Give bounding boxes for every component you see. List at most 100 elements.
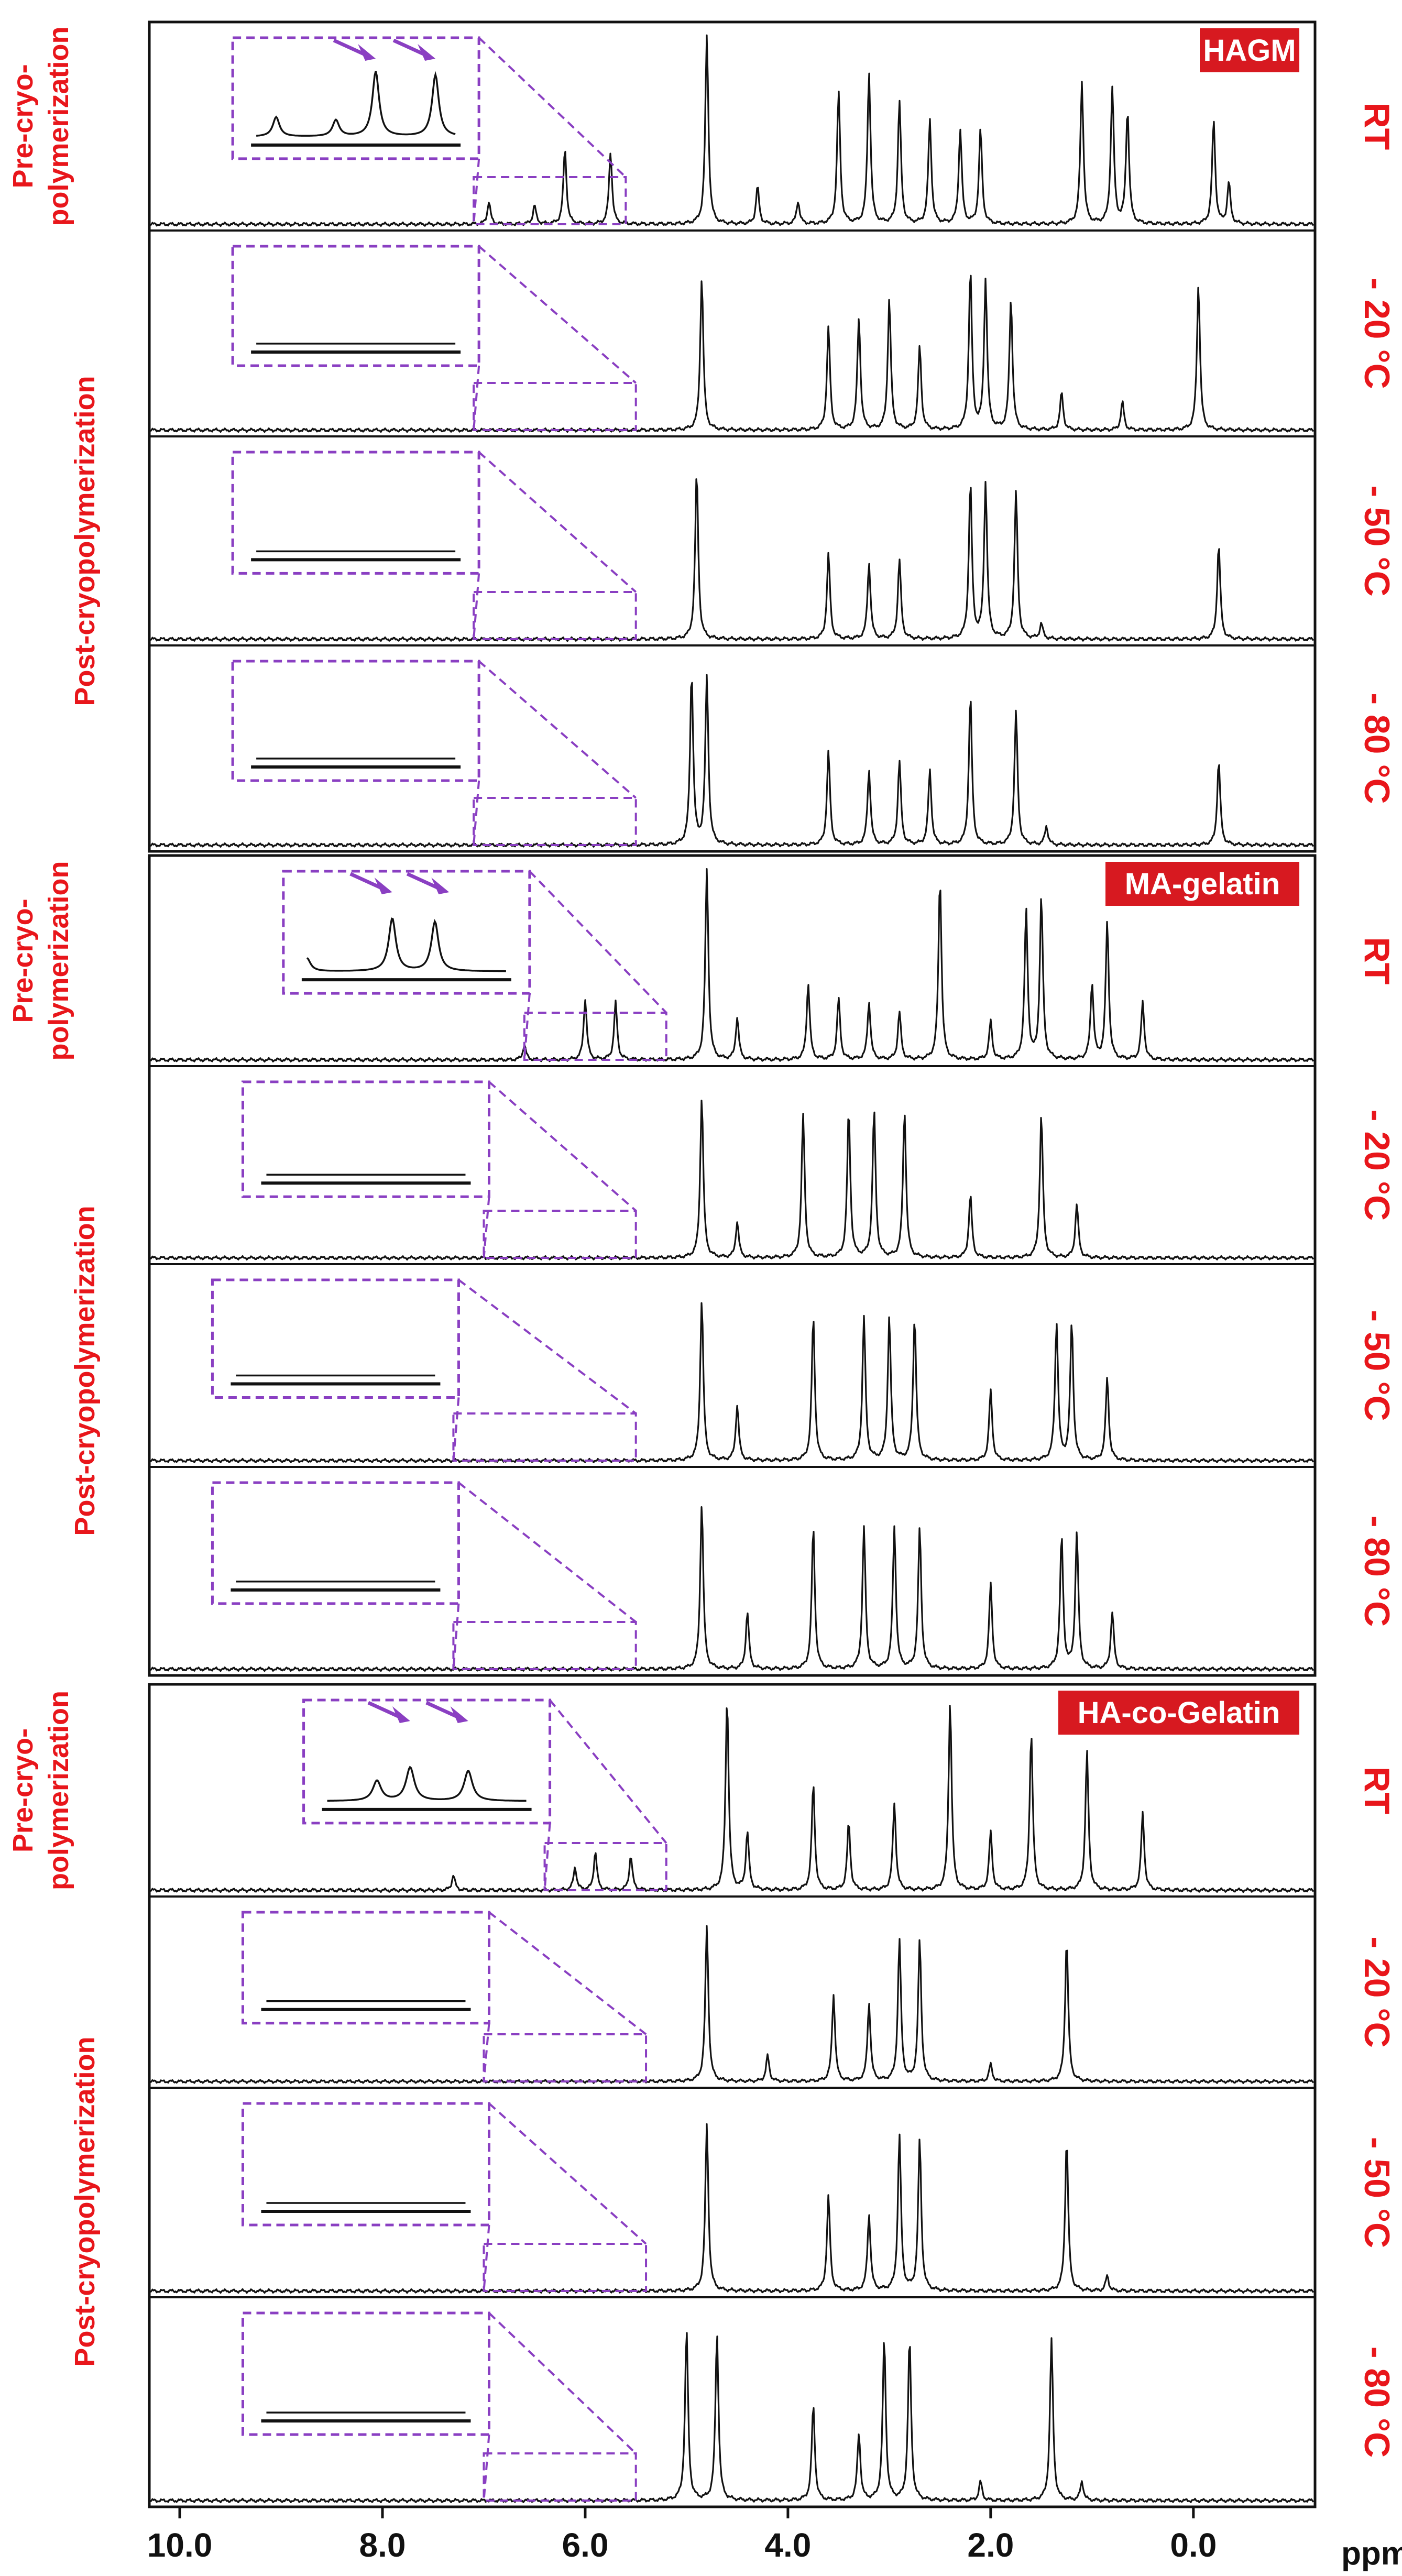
pre-label-line: Pre-cryo-: [7, 64, 39, 188]
zoom-region-box: [483, 1210, 637, 1259]
zoom-connector: [523, 993, 531, 1060]
sample-badge-bg: [1200, 28, 1299, 72]
temperature-label: RT: [1357, 1767, 1397, 1814]
peak-arrow-head: [358, 44, 376, 61]
zoom-region-box: [452, 1412, 637, 1462]
inset-trace: [327, 1766, 527, 1802]
post-cryopolymerization-label: Post-cryopolymerization: [69, 376, 101, 706]
zoom-region-box: [452, 1621, 637, 1670]
inset-box: [241, 2311, 490, 2436]
peak-arrow-head: [431, 878, 450, 894]
x-tick-label: 10.0: [147, 2526, 213, 2564]
zoom-connector: [478, 451, 637, 593]
zoom-connector: [483, 1197, 490, 1258]
zoom-connector: [483, 2224, 490, 2292]
peak-arrow-head: [374, 878, 392, 894]
pre-label-line: polymerization: [43, 26, 74, 226]
peak-arrow-head: [450, 1706, 468, 1723]
temperature-label: - 50 °C: [1357, 485, 1397, 596]
pre-label-line: polymerization: [43, 861, 74, 1060]
inset-trace: [256, 71, 456, 137]
zoom-connector: [488, 2102, 647, 2245]
spectrum-trace: [149, 674, 1315, 848]
panel-frame: [148, 1683, 1317, 2508]
x-axis-label: ppm: [1341, 2536, 1402, 2572]
panel-frame: [148, 854, 1317, 1677]
zoom-connector: [452, 1603, 460, 1670]
zoom-connector: [473, 573, 480, 640]
temperature-label: RT: [1357, 937, 1397, 985]
zoom-connector: [483, 2434, 490, 2501]
zoom-connector: [478, 245, 637, 384]
x-tick-label: 8.0: [359, 2526, 406, 2564]
pre-label-line: Pre-cryo-: [7, 1728, 39, 1852]
inset-box: [302, 1698, 552, 1825]
inset-box: [231, 451, 480, 575]
spectrum-trace: [149, 1302, 1315, 1464]
zoom-connector: [483, 2023, 490, 2082]
zoom-connector: [458, 1482, 637, 1623]
spectrum-trace: [149, 868, 1315, 1063]
spectrum-traces: [149, 34, 1315, 2504]
zoom-connector: [473, 158, 480, 225]
temperature-label: - 80 °C: [1357, 1516, 1397, 1627]
zoom-region-box: [473, 591, 637, 640]
spectrum-trace: [149, 34, 1315, 227]
pre-cryopolymerization-label: Pre-cryo-polymerization: [7, 1691, 74, 1890]
zoom-connector: [473, 780, 480, 846]
peak-arrow-head: [392, 1706, 410, 1723]
zoom-region-box: [473, 382, 637, 431]
spectrum-trace: [149, 478, 1315, 642]
sample-badge: MA-gelatin: [1125, 867, 1280, 901]
inset-trace: [306, 917, 506, 972]
spectrum-trace: [149, 1506, 1315, 1672]
zoom-connector: [452, 1397, 460, 1461]
zoom-region-box: [473, 176, 627, 225]
inset-box: [231, 660, 480, 782]
sample-badge-bg: [1058, 1691, 1299, 1735]
zoom-connector: [488, 2312, 637, 2454]
x-tick-label: 4.0: [764, 2526, 811, 2564]
x-axis: ppm 10.0 8.0 6.0 4.0 2.0 0.0: [147, 2507, 1402, 2572]
zoom-region-box: [483, 2452, 637, 2502]
x-tick-label: 2.0: [967, 2526, 1014, 2564]
pre-cryopolymerization-label: Pre-cryo-polymerization: [7, 26, 74, 226]
temperature-label: - 20 °C: [1357, 1110, 1397, 1221]
inset-zoom-boxes: [211, 36, 667, 2502]
zoom-connector: [458, 1279, 637, 1415]
spectrum-trace: [149, 1705, 1315, 1893]
zoom-connector: [488, 1081, 637, 1212]
zoom-connector: [549, 1699, 667, 1844]
zoom-region-box: [543, 1842, 667, 1891]
inset-box: [241, 1080, 490, 1198]
spectrum-trace: [149, 275, 1315, 433]
inset-box: [282, 870, 531, 995]
pre-label-line: Pre-cryo-: [7, 898, 39, 1023]
zoom-connector: [488, 1911, 647, 2035]
inset-box: [211, 1481, 460, 1605]
pre-cryopolymerization-label: Pre-cryo-polymerization: [7, 861, 74, 1060]
temperature-label: - 50 °C: [1357, 2137, 1397, 2248]
x-tick-label: 0.0: [1170, 2526, 1217, 2564]
zoom-region-box: [483, 2033, 648, 2082]
temperature-label: - 80 °C: [1357, 2347, 1397, 2458]
inset-box: [231, 36, 480, 160]
sample-badge: HA-co-Gelatin: [1078, 1696, 1280, 1730]
temperature-label: - 50 °C: [1357, 1310, 1397, 1421]
inset-box: [241, 2102, 490, 2227]
temperature-label: RT: [1357, 103, 1397, 150]
zoom-connector: [543, 1823, 551, 1891]
temperature-label: - 20 °C: [1357, 278, 1397, 389]
zoom-connector: [478, 37, 627, 178]
sample-badge: HAGM: [1203, 34, 1296, 68]
pre-label-line: polymerization: [43, 1691, 74, 1890]
peak-arrow-head: [418, 44, 436, 61]
spectrum-trace: [149, 2123, 1315, 2294]
zoom-connector: [529, 870, 667, 1014]
inset-box: [241, 1911, 490, 2025]
zoom-connector: [473, 365, 480, 431]
temperature-label: - 20 °C: [1357, 1936, 1397, 2047]
spectrum-trace: [149, 1100, 1315, 1260]
